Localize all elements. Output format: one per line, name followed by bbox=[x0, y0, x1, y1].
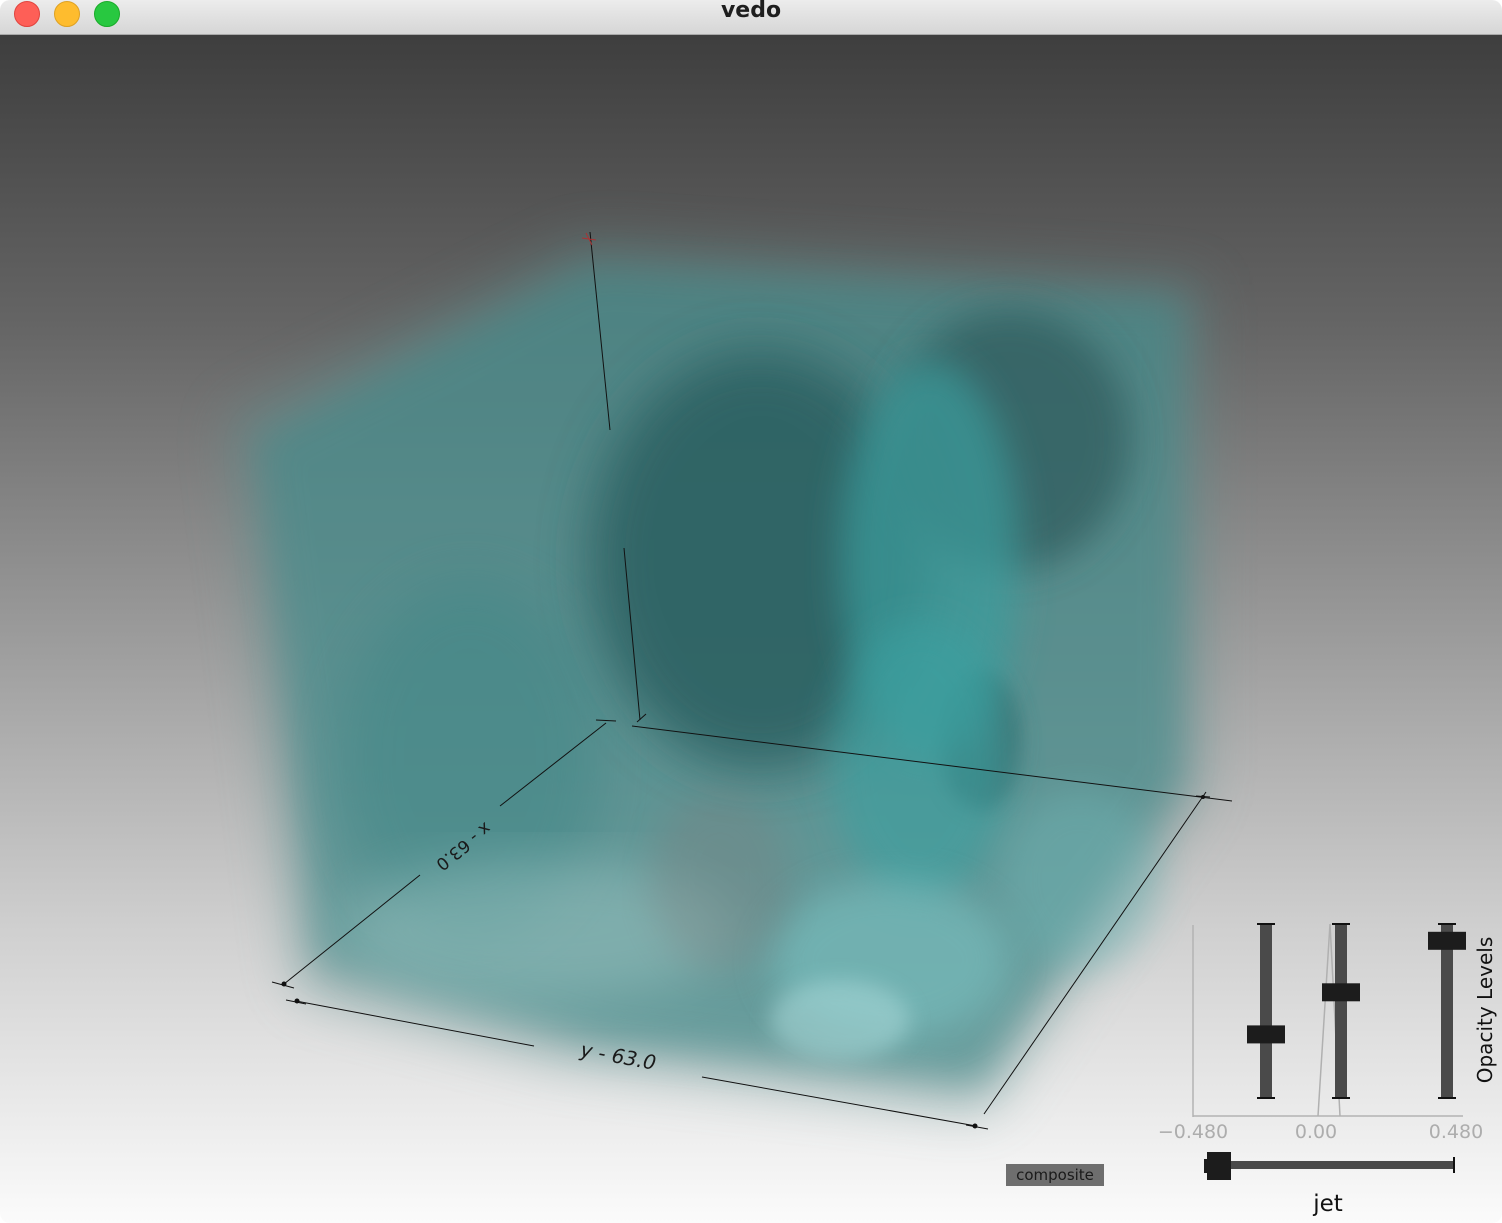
z-axis-line-lower bbox=[623, 547, 641, 721]
colormap-slider-knob-tab bbox=[1204, 1159, 1210, 1173]
x-axis-line-upper bbox=[499, 722, 607, 807]
axes-frame bbox=[271, 231, 1233, 1130]
origin-small-tick bbox=[636, 713, 647, 723]
render-viewport[interactable]: x - 63.0 y - 63.0 bbox=[0, 35, 1502, 1223]
opacity-tick-zero: 0.00 bbox=[1295, 1121, 1337, 1143]
x-axis-origin-tick bbox=[595, 719, 617, 722]
scene-canvas[interactable]: x - 63.0 y - 63.0 bbox=[0, 35, 1502, 1223]
axis-markers bbox=[281, 795, 1205, 1129]
y-axis-line-left bbox=[295, 1000, 535, 1047]
volume-rendering[interactable] bbox=[230, 245, 1200, 1110]
window-title: vedo bbox=[720, 0, 782, 23]
opacity-tick-min: −0.480 bbox=[1158, 1121, 1228, 1143]
minimize-window-button[interactable] bbox=[54, 1, 80, 27]
opacity-slider-3-knob[interactable] bbox=[1428, 931, 1466, 950]
x-axis-line-lower bbox=[283, 874, 421, 985]
opacity-slider-1[interactable] bbox=[1247, 923, 1285, 1099]
opacity-slider-2[interactable] bbox=[1322, 923, 1360, 1099]
colormap-slider-track[interactable] bbox=[1218, 1161, 1454, 1169]
corner-marker bbox=[1201, 795, 1205, 799]
opacity-slider-2-track[interactable] bbox=[1335, 924, 1347, 1098]
back-edge-line bbox=[631, 725, 1233, 802]
render-mode-button[interactable]: composite bbox=[1006, 1164, 1104, 1186]
opacity-slider-3[interactable] bbox=[1428, 923, 1466, 1099]
z-axis-top-tick-2 bbox=[585, 232, 593, 246]
y-axis-line-right bbox=[701, 1076, 977, 1127]
y-axis-start-marker bbox=[294, 998, 300, 1004]
opacity-slider-2-knob[interactable] bbox=[1322, 983, 1360, 1002]
opacity-slider-1-track[interactable] bbox=[1260, 924, 1272, 1098]
colormap-slider[interactable] bbox=[1204, 1152, 1455, 1180]
colormap-slider-knob[interactable] bbox=[1207, 1152, 1231, 1180]
z-axis-line bbox=[589, 231, 611, 431]
zoom-window-button[interactable] bbox=[94, 1, 120, 27]
opacity-slider-3-track[interactable] bbox=[1441, 924, 1453, 1098]
opacity-levels-panel: −0.480 0.00 0.480 Opacity Levels bbox=[1158, 923, 1497, 1143]
title-bar: vedo bbox=[0, 0, 1502, 35]
close-window-button[interactable] bbox=[14, 1, 40, 27]
y-axis-end-marker bbox=[972, 1123, 978, 1129]
side-edge-line bbox=[983, 791, 1207, 1115]
opacity-slider-1-knob[interactable] bbox=[1247, 1025, 1285, 1044]
opacity-tick-max: 0.480 bbox=[1429, 1121, 1483, 1143]
opacity-levels-title: Opacity Levels bbox=[1473, 937, 1497, 1084]
x-axis-end-marker bbox=[281, 981, 287, 987]
colormap-label: jet bbox=[1312, 1191, 1343, 1217]
